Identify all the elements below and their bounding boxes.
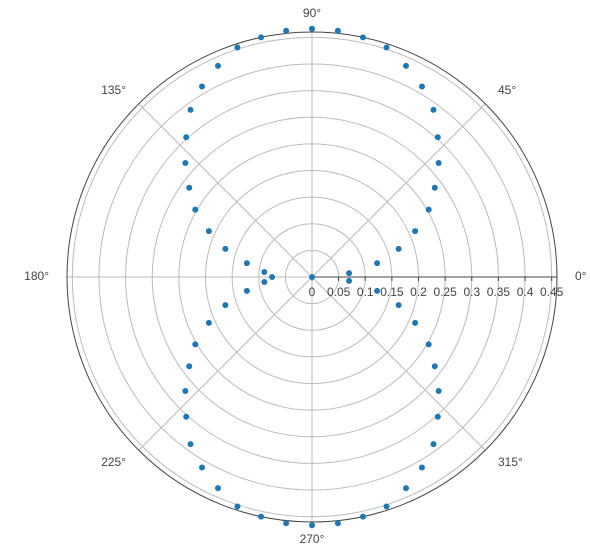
point bbox=[435, 388, 442, 395]
point bbox=[269, 274, 276, 280]
point bbox=[261, 268, 268, 275]
point bbox=[434, 413, 441, 420]
point bbox=[431, 184, 438, 191]
point bbox=[309, 25, 315, 32]
point bbox=[205, 319, 212, 326]
point bbox=[334, 27, 341, 34]
point bbox=[403, 485, 410, 492]
point bbox=[431, 363, 438, 370]
point bbox=[183, 134, 190, 141]
grid-line bbox=[311, 276, 486, 451]
point bbox=[346, 270, 353, 277]
point bbox=[182, 388, 189, 395]
point bbox=[205, 228, 212, 235]
point bbox=[309, 522, 315, 529]
point bbox=[243, 287, 250, 294]
radial-tick-label: 0.15 bbox=[380, 285, 404, 299]
radial-tick-label: 0.05 bbox=[327, 285, 351, 299]
point bbox=[309, 274, 315, 280]
point bbox=[418, 83, 425, 90]
point bbox=[359, 34, 366, 41]
angular-tick-label: 0° bbox=[575, 269, 587, 283]
point bbox=[222, 302, 229, 309]
point bbox=[187, 441, 194, 448]
point bbox=[187, 106, 194, 113]
point bbox=[186, 363, 193, 370]
point bbox=[192, 206, 199, 213]
radial-tick-label: 0.25 bbox=[433, 285, 457, 299]
point bbox=[425, 341, 432, 348]
angular-tick-label: 45° bbox=[498, 83, 516, 97]
radial-tick-label: 0.1 bbox=[357, 285, 374, 299]
point bbox=[395, 302, 402, 309]
point bbox=[412, 319, 419, 326]
point bbox=[395, 245, 402, 252]
angular-tick-label: 270° bbox=[300, 532, 325, 546]
point bbox=[234, 503, 241, 510]
point bbox=[383, 503, 390, 510]
point bbox=[283, 27, 290, 34]
point bbox=[434, 134, 441, 141]
point bbox=[182, 159, 189, 166]
angular-tick-label: 135° bbox=[101, 83, 126, 97]
point bbox=[425, 206, 432, 213]
point bbox=[374, 260, 381, 267]
point bbox=[234, 44, 241, 51]
radial-tick-label: 0.45 bbox=[540, 285, 564, 299]
point bbox=[418, 464, 425, 471]
point bbox=[183, 413, 190, 420]
radial-tick-label: 0.3 bbox=[463, 285, 480, 299]
point bbox=[283, 520, 290, 527]
point bbox=[222, 245, 229, 252]
point bbox=[403, 62, 410, 69]
radial-tick-label: 0.4 bbox=[517, 285, 534, 299]
point bbox=[186, 184, 193, 191]
angular-tick-label: 225° bbox=[101, 455, 126, 469]
point bbox=[346, 277, 353, 284]
radial-tick-label: 0.2 bbox=[410, 285, 427, 299]
point bbox=[430, 441, 437, 448]
point bbox=[199, 83, 206, 90]
point bbox=[243, 260, 250, 267]
point bbox=[214, 62, 221, 69]
point bbox=[435, 159, 442, 166]
point bbox=[192, 341, 199, 348]
point bbox=[430, 106, 437, 113]
point bbox=[359, 513, 366, 520]
point bbox=[383, 44, 390, 51]
angular-tick-label: 90° bbox=[303, 6, 321, 20]
radial-tick-label: 0 bbox=[309, 285, 316, 299]
grid-line bbox=[138, 276, 313, 451]
point bbox=[334, 520, 341, 527]
angular-tick-label: 315° bbox=[498, 455, 523, 469]
radial-tick-label: 0.35 bbox=[487, 285, 511, 299]
point bbox=[258, 34, 265, 41]
grid-line bbox=[311, 103, 486, 278]
angular-tick-label: 180° bbox=[24, 269, 49, 283]
point bbox=[214, 485, 221, 492]
point bbox=[261, 279, 268, 286]
point bbox=[412, 228, 419, 235]
point bbox=[199, 464, 206, 471]
point bbox=[258, 513, 265, 520]
point bbox=[374, 287, 381, 294]
grid-line bbox=[138, 103, 313, 278]
